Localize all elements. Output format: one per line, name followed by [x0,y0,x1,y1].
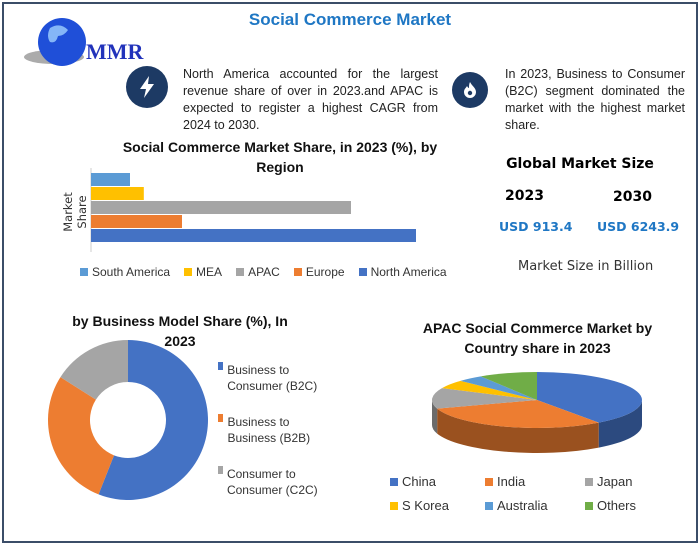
pie-slice-s-korea [441,380,537,400]
legend-item-s-korea: S Korea [390,498,485,513]
pie-side-china [598,400,642,448]
pie-slice-others [480,372,537,400]
mmr-logo: MMR [14,12,145,72]
legend-label: India [497,474,526,489]
donut-slice-business-to-consumer-b2c [98,340,208,500]
bar-south-america [91,173,130,186]
market-size-unit: Market Size in Billion [518,259,654,274]
value-2030: USD 6243.9 [597,219,680,234]
business-model-legend: Business to Consumer (B2C) Business to Bu… [218,362,328,518]
legend-label: Japan [597,474,633,489]
pie-side-japan [432,400,438,434]
legend-item-australia: Australia [485,498,585,513]
b2c-note: In 2023, Business to Consumer (B2C) segm… [505,67,685,132]
legend-item-north-america: North America [358,265,447,279]
legend-swatch [236,268,245,276]
bar-north-america [91,229,416,242]
value-2023: USD 913.4 [499,219,573,234]
legend-label: Business to Consumer (B2C) [227,363,318,393]
legend-item-south-america: South America [80,265,170,279]
legend-item-india: India [485,474,585,489]
legend-swatch [218,362,224,370]
apac-legend: China India Japan S Korea Australia Others [390,474,660,513]
legend-label: APAC [248,265,280,279]
legend-label: China [402,474,436,489]
apac-chart-title: APAC Social Commerce Market by Country s… [422,320,653,356]
legend-label: Others [597,498,637,513]
bar-mea [91,187,144,200]
legend-item-europe: Europe [293,265,345,279]
legend-swatch [358,268,367,276]
flame-icon [452,72,488,108]
region-legend: South America MEA APAC Europe North America [80,265,447,279]
pie-side-india [437,408,599,453]
legend-swatch [485,501,493,510]
legend-swatch [218,466,223,474]
legend-item-business-to-business-b2b: Business to Business (B2B) [218,414,328,446]
market-size-title: Global Market Size [506,156,654,172]
legend-item-japan: Japan [585,474,655,489]
globe-logo-icon: MMR [24,18,145,66]
legend-swatch [390,501,398,510]
legend-item-business-to-consumer-b2c: Business to Consumer (B2C) [218,362,328,394]
pie-slice-japan [432,388,537,409]
year-2023: 2023 [505,188,544,204]
bar-europe [91,215,182,228]
region-chart-title: Social Commerce Market Share, in 2023 (%… [122,139,438,175]
lightning-icon [126,66,168,108]
legend-label: S Korea [402,498,449,513]
pie-slice-india [437,400,599,428]
page-title: Social Commerce Market [248,10,452,29]
legend-label: Business to Business (B2B) [227,415,311,445]
legend-label: North America [370,265,447,279]
year-2030: 2030 [613,189,652,205]
legend-swatch [585,477,593,486]
legend-item-consumer-to-consumer-c2c: Consumer to Consumer (C2C) [218,466,328,498]
legend-label: MEA [196,265,223,279]
legend-item-china: China [390,474,485,489]
business-model-chart-title: by Business Model Share (%), In 2023 [72,313,288,349]
legend-swatch [585,501,593,510]
legend-swatch [80,268,88,276]
donut-slice-consumer-to-consumer-c2c [60,340,128,400]
legend-label: South America [92,265,171,279]
legend-item-mea: MEA [184,265,222,279]
bar-apac [91,201,351,214]
pie-slice-china [537,372,643,423]
north-america-note: North America accounted for the largest … [183,67,438,132]
business-model-donut [48,340,208,500]
legend-swatch [184,268,193,276]
donut-slice-business-to-business-b2b [48,377,115,495]
svg-text:MMR: MMR [86,39,144,64]
legend-swatch [485,477,493,486]
pie-slice-australia [460,376,537,400]
legend-swatch [293,268,302,276]
legend-item-others: Others [585,498,655,513]
region-bar-chart [90,168,416,252]
legend-label: Europe [305,265,345,279]
legend-item-apac: APAC [236,265,280,279]
legend-label: Australia [497,498,548,513]
apac-3d-pie [432,372,643,453]
legend-swatch [218,414,224,422]
legend-label: Consumer to Consumer (C2C) [226,467,318,497]
legend-swatch [390,477,398,486]
